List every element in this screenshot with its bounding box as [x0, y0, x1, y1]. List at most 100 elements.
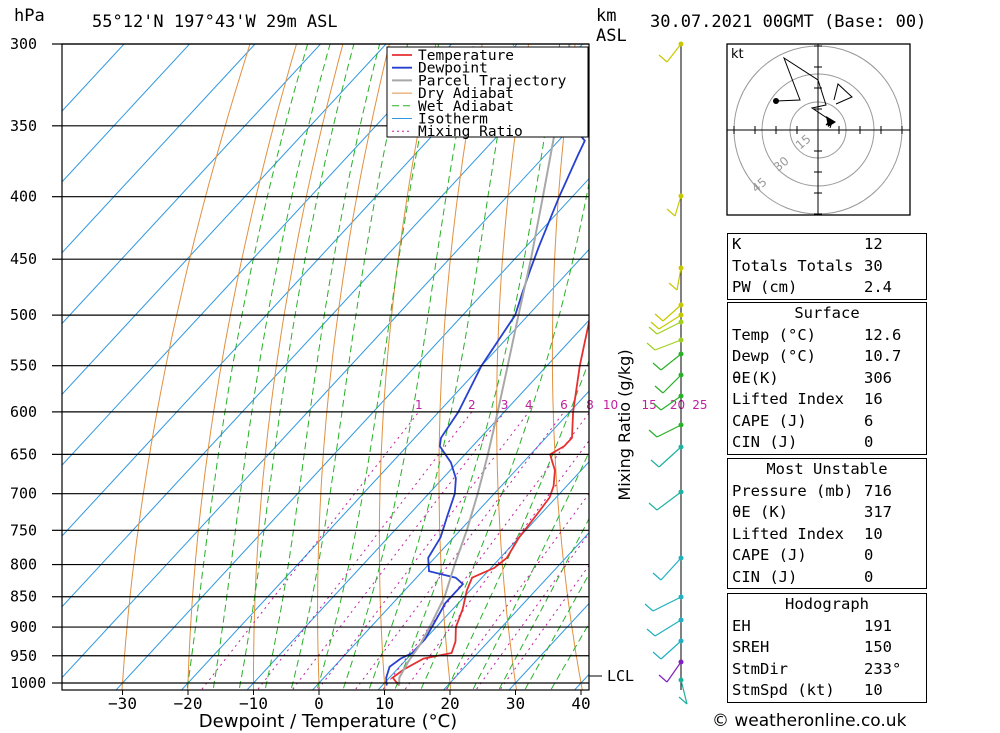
- x-tick-label: 40: [571, 694, 590, 713]
- dry-adiabat-line: [317, 44, 390, 690]
- isotherm-line: [62, 44, 322, 325]
- legend-entry: Dewpoint: [418, 61, 488, 77]
- wind-barb-flag: [668, 282, 678, 291]
- hodograph-params-title: Hodograph: [785, 595, 869, 613]
- table-row: CIN (J) 0: [732, 433, 874, 451]
- wind-level-dot: [678, 638, 684, 644]
- wind-barb: [676, 267, 682, 291]
- most-unstable-title: Most Unstable: [766, 460, 888, 478]
- wind-barb-flag: [648, 429, 658, 438]
- dry-adiabat-line: [945, 7, 1000, 693]
- wind-barb-flag: [652, 362, 662, 371]
- wind-barb-flag: [654, 313, 664, 322]
- wind-barb: [652, 596, 682, 612]
- y-tick-label: 600: [10, 403, 37, 421]
- wind-barb-flag: [650, 321, 660, 330]
- y-tick-label: 550: [10, 357, 37, 375]
- wind-barb-flag: [646, 342, 656, 351]
- datetime-label: 30.07.2021 00GMT (Base: 00): [650, 12, 927, 32]
- wet-adiabat-line: [498, 517, 589, 690]
- wind-level-dot: [678, 617, 684, 623]
- mixing-ratio-line: [256, 411, 473, 690]
- x-tick-label: −30: [108, 694, 137, 713]
- wind-level-dot: [678, 594, 684, 600]
- wind-barb: [656, 321, 682, 335]
- wind-barb: [660, 353, 682, 371]
- table-row: Dewp (°C) 10.7: [732, 347, 902, 365]
- wind-level-dot: [678, 393, 684, 399]
- wind-barb-flag: [654, 385, 664, 394]
- table-row: SREH 150: [732, 638, 892, 656]
- mixing-ratio-line: [354, 411, 565, 690]
- y-tick-label: 700: [10, 485, 37, 503]
- wind-level-dot: [678, 193, 684, 199]
- wind-level-dot: [678, 302, 684, 308]
- wind-barb: [656, 424, 682, 438]
- wet-adiabat-line: [316, 44, 440, 690]
- wet-adiabat-line: [238, 44, 355, 690]
- legend-entry: Mixing Ratio: [418, 124, 523, 140]
- x-tick-label: 10: [375, 694, 394, 713]
- mixing-ratio-line: [403, 439, 589, 690]
- y-tick-label: 300: [10, 35, 37, 53]
- mixing-ratio-axis-label: Mixing Ratio (g/kg): [615, 349, 634, 500]
- wet-adiabat-line: [472, 451, 589, 690]
- legend-entry: Isotherm: [418, 112, 488, 128]
- table-row: EH 191: [732, 616, 892, 635]
- mixing-ratio-label: 20: [670, 398, 685, 412]
- wind-barb-flag: [644, 603, 654, 612]
- wind-barb-flag: [652, 651, 662, 660]
- y-tick-label: 1000: [10, 674, 46, 692]
- mixing-ratio-line: [382, 412, 589, 690]
- wind-barb: [674, 195, 682, 217]
- surface-table: Surface Temp (°C) 12.6 Dewp (°C) 10.7 θE(K…: [727, 302, 927, 455]
- wind-level-dot: [678, 555, 684, 561]
- wind-barb-flag: [666, 208, 676, 217]
- wet-adiabat-line: [186, 44, 309, 690]
- wind-barb: [662, 374, 682, 394]
- wet-adiabat-line: [550, 622, 589, 690]
- wet-adiabat-line: [342, 44, 475, 690]
- wind-barb: [660, 640, 682, 660]
- isotherm-line: [180, 248, 589, 690]
- wind-barb: [662, 304, 682, 322]
- wind-barb-flag: [650, 459, 660, 468]
- y-tick-label: 850: [10, 588, 37, 606]
- x-axis-label: Dewpoint / Temperature (°C): [199, 711, 457, 732]
- general-indices-table: K 12 Totals Totals 30 PW (cm) 2.4: [727, 233, 927, 300]
- isotherm-line: [311, 390, 589, 690]
- legend-entry: Wet Adiabat: [418, 99, 514, 115]
- mixing-ratio-line: [291, 411, 505, 690]
- table-row: Pressure (mb) 716: [732, 481, 892, 500]
- wind-level-dot: [678, 312, 684, 318]
- y-tick-label: 750: [10, 521, 37, 539]
- wind-level-dot: [678, 41, 684, 47]
- wind-barb: [660, 395, 682, 411]
- mixing-ratio-label: 2: [468, 398, 476, 412]
- legend-entry: Dry Adiabat: [418, 86, 514, 102]
- wind-barb-flag: [646, 628, 656, 637]
- wind-barb-flag: [658, 674, 668, 683]
- wind-level-dot: [678, 677, 684, 683]
- wind-barb: [654, 339, 682, 351]
- mixing-ratio-label: 10: [603, 398, 618, 412]
- table-row: Lifted Index 10: [732, 524, 883, 543]
- wind-barb-flag: [678, 696, 688, 705]
- mixing-ratio-line: [200, 411, 420, 690]
- index-row-k: K 12: [732, 235, 883, 253]
- legend-entry: Parcel Trajectory: [418, 73, 567, 89]
- y-tick-label: 800: [10, 556, 37, 574]
- wet-adiabat-line: [394, 44, 561, 690]
- isotherm-line: [115, 177, 589, 690]
- isotherm-line: [62, 44, 387, 396]
- mixing-ratio-label: 15: [642, 398, 657, 412]
- wind-barb: [658, 314, 682, 330]
- legend-entry: Temperature: [418, 48, 514, 64]
- wind-barb-flag: [652, 572, 662, 581]
- wind-barb: [666, 661, 682, 683]
- copyright-link[interactable]: © weatheronline.co.uk: [712, 711, 907, 731]
- index-row-totals: Totals Totals 30: [732, 256, 883, 275]
- dry-adiabat-line: [990, 7, 1000, 693]
- mixing-ratio-label: 6: [560, 398, 568, 412]
